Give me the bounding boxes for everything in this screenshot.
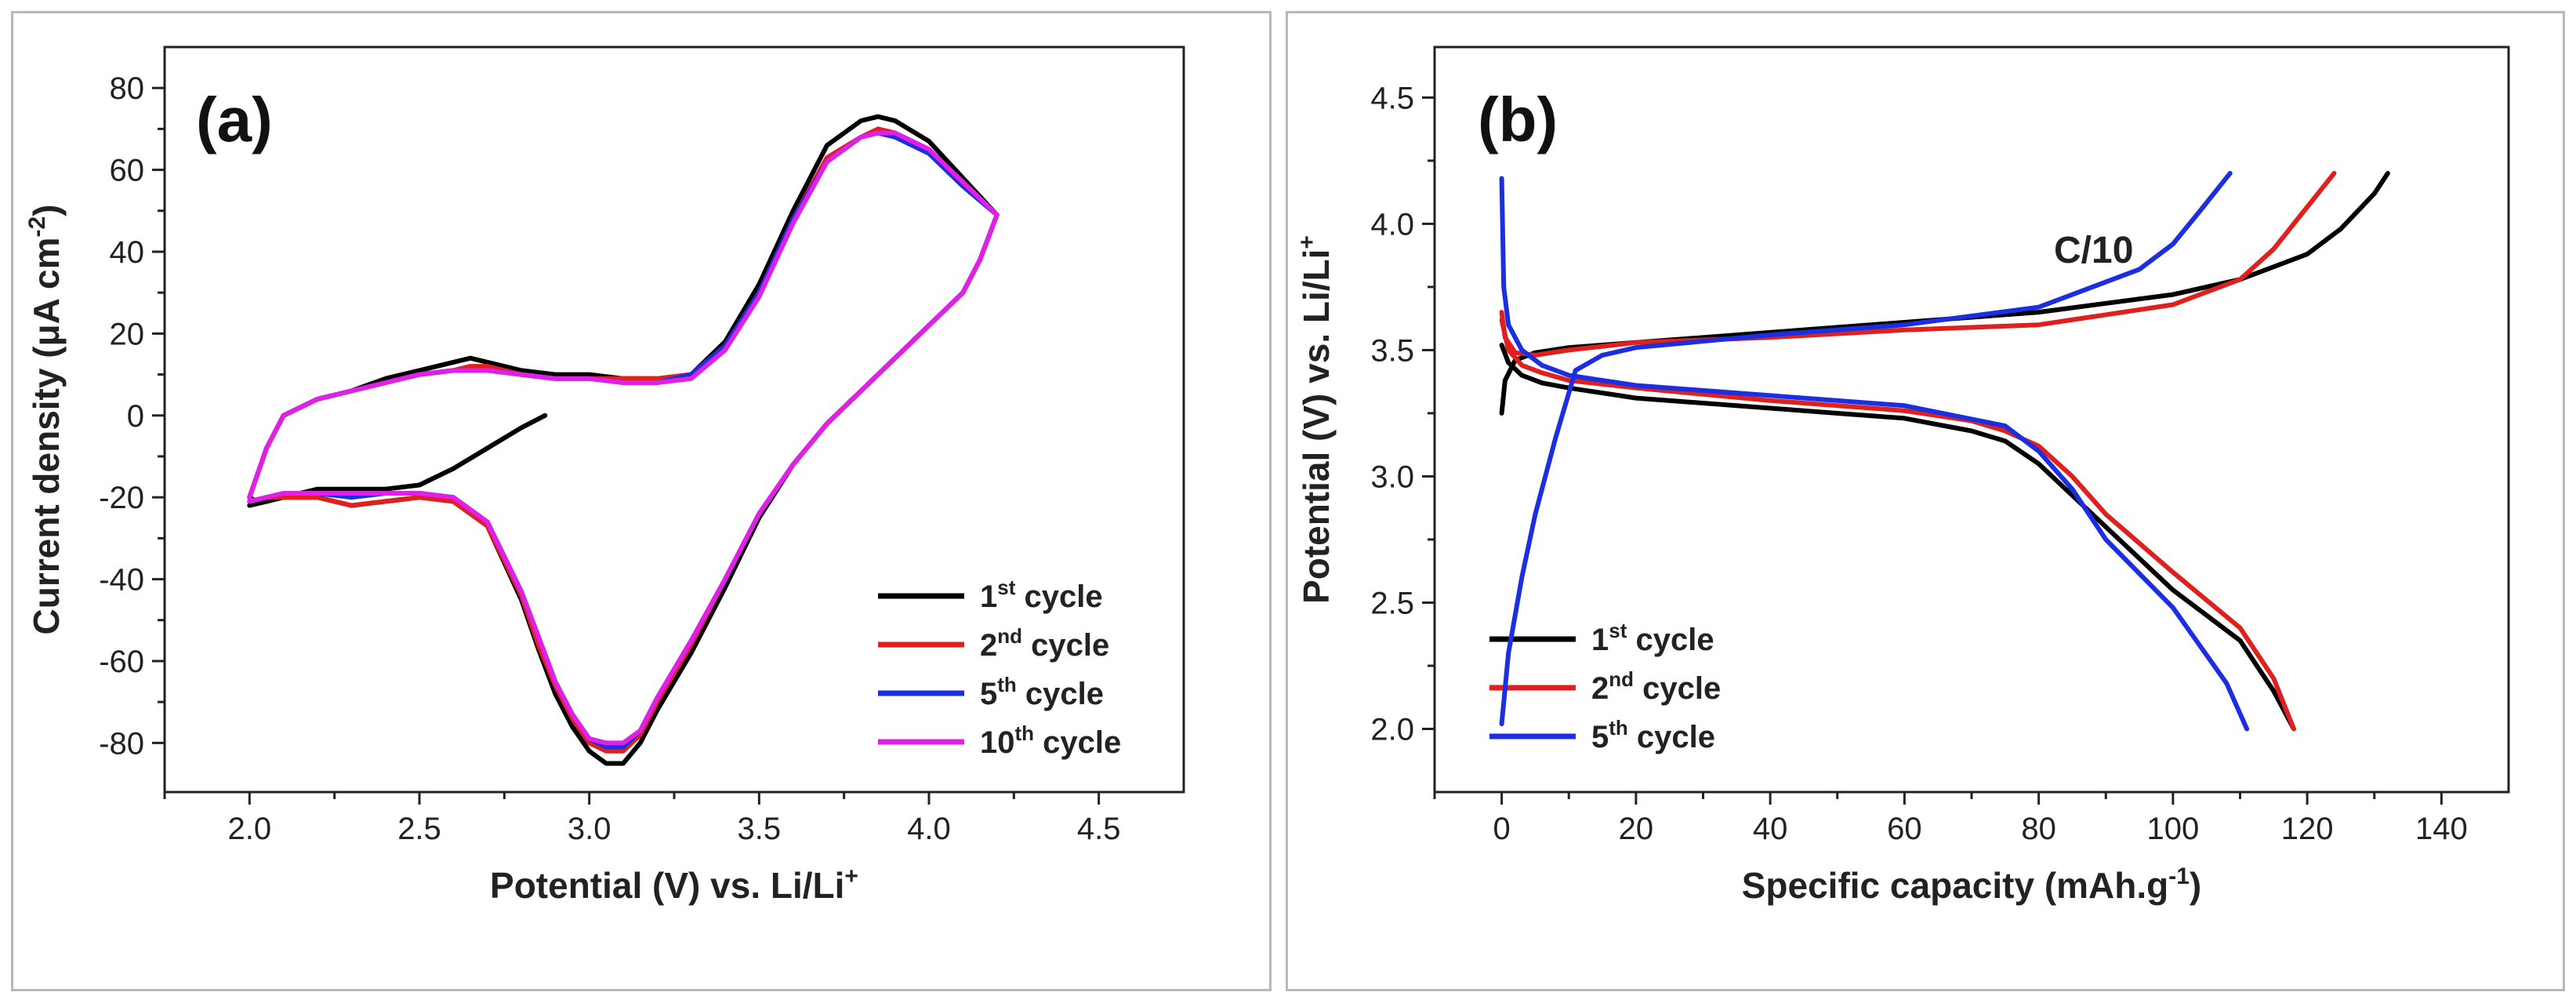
legend-label: 2nd cycle xyxy=(980,624,1109,663)
y-axis-title: Current density (μA cm-2) xyxy=(24,205,67,635)
y-tick-label: -80 xyxy=(99,726,144,761)
rate-annotation: C/10 xyxy=(2054,230,2133,271)
y-tick-label: 2.0 xyxy=(1370,712,1414,747)
x-tick-label: 100 xyxy=(2147,812,2200,846)
series-line xyxy=(247,130,1000,746)
legend-label: 5th cycle xyxy=(980,673,1104,711)
discharge-curve xyxy=(1499,343,2296,732)
chart-panel-a: 2.0 2.5 3.0 3.5 4.0 4.5 -80 -60 -40 -20 0 20 40 60 80 P… xyxy=(24,45,1185,906)
x-tick-label: 2.5 xyxy=(397,812,441,846)
y-tick-label: 20 xyxy=(110,317,145,351)
y-tick-label: 4.0 xyxy=(1370,207,1414,242)
x-tick-label: 4.0 xyxy=(907,812,951,846)
series-line xyxy=(247,114,1000,766)
legend-label: 5th cycle xyxy=(1591,716,1715,754)
x-tick-label: 60 xyxy=(1887,812,1922,846)
x-axis-title: Specific capacity (mAh.g-1) xyxy=(1742,863,2202,906)
x-tick-label: 3.5 xyxy=(738,812,782,846)
legend-label: 1st cycle xyxy=(1591,619,1714,657)
series-5th: 5th cycle xyxy=(247,130,1104,750)
series-1st: 1st cycle xyxy=(1489,171,2390,732)
charge-curve xyxy=(1499,171,2337,358)
x-tick-label: 120 xyxy=(2281,812,2334,846)
x-tick-label: 80 xyxy=(2021,812,2056,846)
legend-label: 1st cycle xyxy=(980,576,1103,614)
series-10th: 10th cycle xyxy=(247,130,1121,760)
y-tick-label: -60 xyxy=(99,645,144,679)
x-tick-label: 20 xyxy=(1619,812,1654,846)
y-tick-label: 2.5 xyxy=(1370,586,1414,620)
y-tick-label: 60 xyxy=(110,154,145,188)
x-tick-label: 4.5 xyxy=(1077,812,1121,846)
y-tick-label: 0 xyxy=(127,399,144,434)
y-tick-label: 4.5 xyxy=(1370,81,1414,115)
y-tick-label: 40 xyxy=(110,235,145,270)
y-tick-label: 3.0 xyxy=(1370,460,1414,494)
charge-curve xyxy=(1499,171,2390,416)
charge-curve xyxy=(1499,171,2233,727)
y-axis-title: Potential (V) vs. Li/Li+ xyxy=(1294,235,1337,604)
series-2nd: 2nd cycle xyxy=(1489,171,2337,732)
panel-label: (a) xyxy=(196,85,273,154)
y-tick-label: -20 xyxy=(99,481,144,515)
x-tick-label: 0 xyxy=(1493,812,1511,846)
panel-label: (b) xyxy=(1478,85,1558,154)
x-tick-label: 140 xyxy=(2415,812,2468,846)
y-tick-label: 80 xyxy=(110,71,145,106)
y-tick-label: 3.5 xyxy=(1370,333,1414,368)
x-axis-title: Potential (V) vs. Li/Li+ xyxy=(490,863,858,906)
series-5th: 5th cycle xyxy=(1489,171,2250,754)
chart-panel-b: 0 20 40 60 80 100 120 140 2.0 2.5 3.0 3.5 4.0 4.5 Spec… xyxy=(1294,45,2510,906)
panel-b-frame xyxy=(1286,11,2565,991)
series-line xyxy=(247,126,1000,754)
x-tick-label: 2.0 xyxy=(228,812,272,846)
legend-label: 10th cycle xyxy=(980,721,1121,760)
discharge-curve xyxy=(1499,176,2250,732)
panel-a-frame xyxy=(11,11,1272,991)
series-line xyxy=(247,130,1000,750)
y-tick-label: -40 xyxy=(99,563,144,598)
legend-label: 2nd cycle xyxy=(1591,667,1721,706)
x-tick-label: 40 xyxy=(1753,812,1788,846)
x-tick-label: 3.0 xyxy=(568,812,611,846)
